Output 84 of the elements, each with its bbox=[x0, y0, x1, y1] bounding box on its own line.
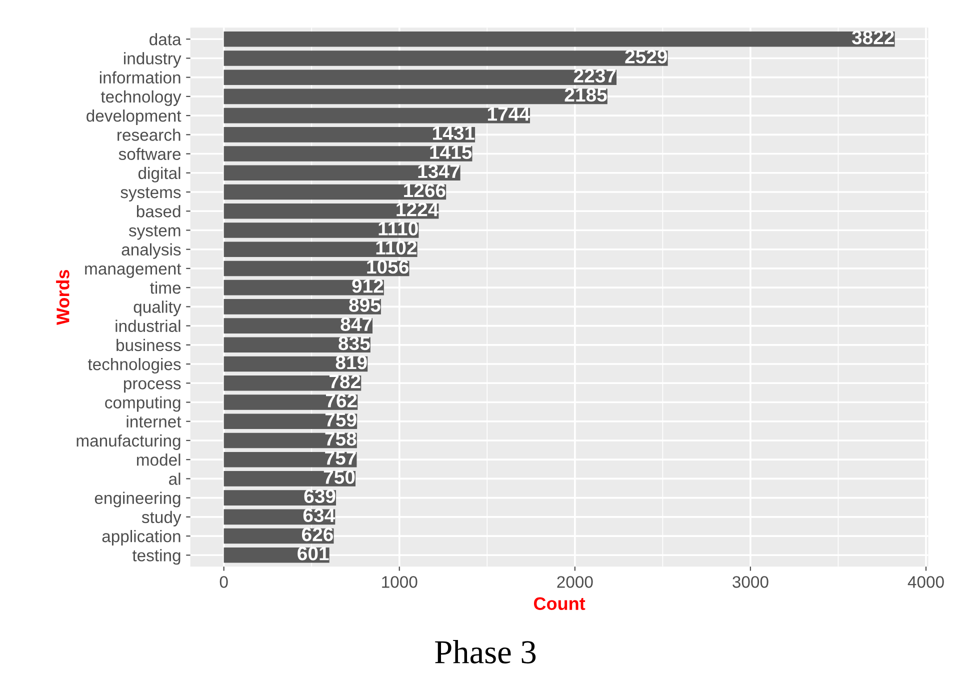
data-label: 759 bbox=[325, 412, 356, 427]
data-label: 601 bbox=[298, 546, 329, 560]
bar bbox=[224, 146, 472, 162]
y-tick-label: application bbox=[102, 530, 180, 546]
data-label: 639 bbox=[304, 489, 336, 504]
y-tick-label: manufacturing bbox=[76, 434, 180, 450]
data-label: 1056 bbox=[367, 260, 409, 274]
bar bbox=[224, 375, 362, 391]
data-label: 1102 bbox=[376, 240, 417, 255]
data-label: 626 bbox=[302, 527, 334, 542]
data-label: 1431 bbox=[433, 126, 474, 140]
y-tick-label: business bbox=[116, 338, 181, 352]
x-tick-label: 3000 bbox=[732, 576, 768, 588]
data-label: 2529 bbox=[625, 50, 668, 64]
y-tick-label: information bbox=[100, 71, 180, 84]
bar bbox=[224, 471, 356, 486]
bar bbox=[224, 31, 895, 47]
bar bbox=[224, 127, 476, 142]
bar bbox=[224, 184, 446, 200]
y-tick-label: computing bbox=[105, 396, 180, 412]
data-label: 762 bbox=[326, 394, 357, 408]
y-tick-label: study bbox=[142, 510, 182, 526]
data-label: 835 bbox=[338, 336, 370, 350]
y-tick-label: technologies bbox=[88, 358, 181, 374]
data-label: 2237 bbox=[574, 68, 616, 83]
bar bbox=[224, 50, 668, 66]
bar bbox=[224, 88, 608, 104]
data-label: 847 bbox=[340, 317, 372, 332]
bar bbox=[224, 280, 384, 296]
text: Phase 3 bbox=[435, 640, 536, 664]
data-label: 1110 bbox=[378, 222, 418, 236]
y-tick-label: internet bbox=[126, 415, 182, 428]
data-label: 1266 bbox=[404, 183, 446, 198]
data-label: 1347 bbox=[418, 164, 460, 178]
bar bbox=[224, 452, 357, 468]
y-tick-label: industry bbox=[124, 52, 182, 68]
bar bbox=[224, 318, 373, 334]
y-tick-label: al bbox=[169, 472, 180, 485]
bar bbox=[224, 299, 381, 314]
y-tick-label: model bbox=[137, 454, 180, 466]
y-axis-title: Words bbox=[56, 270, 70, 326]
y-tick-label: based bbox=[136, 205, 180, 218]
bar bbox=[224, 242, 418, 257]
x-axis-title: Count bbox=[534, 597, 586, 610]
data-label: 757 bbox=[325, 451, 356, 465]
bar bbox=[224, 394, 358, 410]
data-label: 1744 bbox=[488, 107, 530, 121]
data-label: 758 bbox=[325, 432, 356, 446]
y-tick-label: time bbox=[150, 282, 181, 294]
bar bbox=[224, 165, 460, 181]
data-label: 819 bbox=[336, 355, 367, 370]
y-tick-label: system bbox=[128, 226, 180, 240]
y-tick-label: systems bbox=[120, 187, 181, 202]
y-tick-label: technology bbox=[100, 90, 182, 106]
y-tick-label: industrial bbox=[116, 320, 180, 332]
x-tick-label: 2000 bbox=[557, 576, 593, 588]
data-label: 2185 bbox=[564, 88, 607, 102]
y-tick-label: data bbox=[150, 33, 182, 46]
bar bbox=[224, 70, 617, 85]
y-tick-label: management bbox=[85, 264, 182, 278]
data-label: 912 bbox=[352, 279, 384, 293]
y-tick-label: research bbox=[118, 128, 180, 141]
bar bbox=[224, 414, 358, 430]
y-tick-label: process bbox=[124, 380, 181, 393]
data-label: 1224 bbox=[396, 202, 439, 216]
data-label: 782 bbox=[330, 374, 360, 388]
data-label: 3822 bbox=[852, 30, 894, 44]
data-label: 634 bbox=[303, 508, 336, 522]
bar bbox=[224, 222, 419, 238]
y-tick-label: quality bbox=[134, 300, 182, 316]
x-tick-label: 1000 bbox=[382, 576, 418, 588]
y-tick-label: testing bbox=[132, 549, 180, 565]
data-label: 1415 bbox=[430, 145, 472, 160]
bar bbox=[224, 108, 530, 124]
x-tick-label: 0 bbox=[220, 576, 228, 588]
y-tick-label: software bbox=[118, 148, 181, 160]
data-label: 750 bbox=[324, 470, 355, 484]
bar bbox=[224, 203, 439, 219]
y-tick-label: development bbox=[86, 110, 182, 126]
y-tick-label: analysis bbox=[122, 243, 181, 259]
y-tick-label: digital bbox=[138, 166, 180, 182]
x-tick-label: 4000 bbox=[908, 576, 944, 588]
y-tick-label: engineering bbox=[94, 492, 180, 508]
data-label: 895 bbox=[349, 298, 380, 312]
